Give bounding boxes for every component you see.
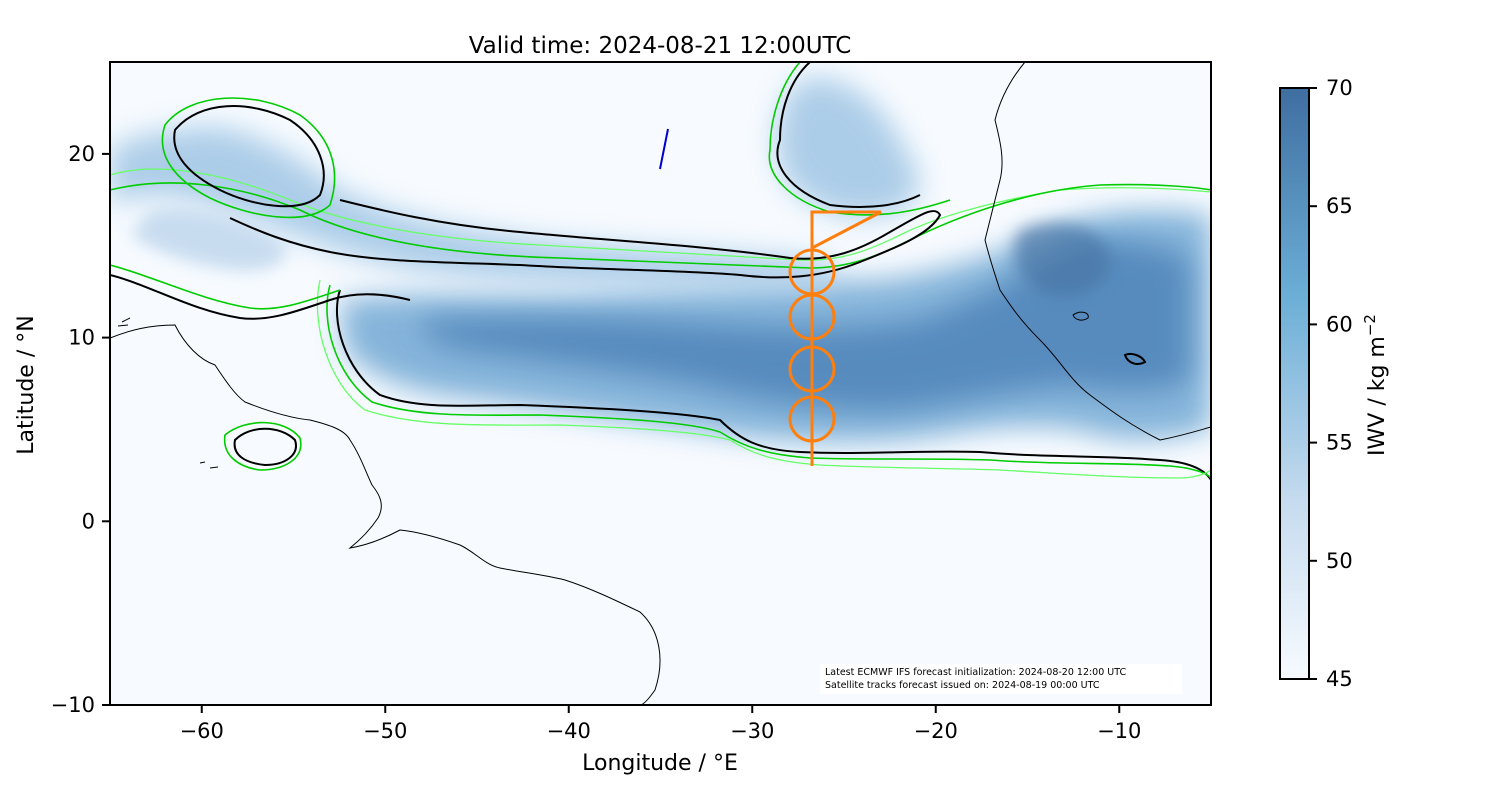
colorbar-tick: 60 [1309, 312, 1353, 336]
iwv-contours [110, 62, 1211, 481]
colorbar-tick-label: 55 [1326, 431, 1353, 455]
contour-dark-south [336, 289, 1211, 481]
y-tick-label: 10 [68, 326, 95, 350]
contour-dark-northeast [776, 62, 921, 208]
map-frame [109, 61, 1212, 706]
colorbar-label: IWV / kg m−2 [1361, 314, 1390, 456]
x-tick-label: −60 [180, 719, 224, 743]
y-axis-label: Latitude / °N [14, 315, 39, 454]
colorbar-tick-label: 50 [1326, 549, 1353, 573]
satellite-track [659, 128, 669, 170]
contour-light-south [316, 279, 1211, 479]
coast-caribbean-isles [117, 317, 219, 469]
contour-dark-north [229, 199, 942, 279]
flight-circle-3 [788, 345, 836, 393]
colorbar-gradient [1279, 87, 1310, 680]
colorbar: 45 50 55 60 65 70 IWV / kg m−2 [1279, 76, 1390, 691]
x-tick: −20 [914, 705, 958, 743]
colorbar-tick: 50 [1309, 549, 1353, 573]
x-tick: −50 [363, 705, 407, 743]
x-tick-label: −10 [1097, 719, 1141, 743]
plot-title: Valid time: 2024-08-21 12:00UTC [469, 33, 852, 59]
colorbar-tick: 65 [1309, 194, 1353, 218]
colorbar-tick-label: 70 [1326, 76, 1353, 100]
contour-green-north [110, 182, 1211, 269]
x-axis: −60 −50 −40 −30 −20 −10 [180, 705, 1141, 743]
contour-dark-west [110, 274, 411, 320]
colorbar-tick: 55 [1309, 431, 1353, 455]
coast-africa [984, 62, 1211, 441]
colorbar-tick-label: 60 [1326, 312, 1353, 336]
colorbar-tick: 70 [1309, 76, 1353, 100]
x-tick: −30 [730, 705, 774, 743]
iwv-northern-band [110, 126, 838, 289]
y-tick-label: 20 [68, 142, 95, 166]
x-tick-label: −30 [730, 719, 774, 743]
annotation-line-2: Satellite tracks forecast issued on: 202… [825, 680, 1100, 691]
iwv-core-band [420, 240, 1190, 410]
contour-green-small-loop [223, 421, 302, 471]
x-axis-label: Longitude / °E [582, 751, 738, 776]
colorbar-label-superscript: −2 [1361, 314, 1379, 336]
x-tick-label: −50 [363, 719, 407, 743]
iwv-east-core [1014, 223, 1111, 296]
x-tick-label: −40 [547, 719, 591, 743]
annotation-box [820, 664, 1182, 694]
y-tick-label: −10 [51, 693, 95, 717]
contour-green-northeast [768, 62, 951, 216]
iwv-west-blob [130, 207, 287, 271]
colorbar-tick-label: 65 [1326, 194, 1353, 218]
x-tick: −40 [547, 705, 591, 743]
x-tick: −10 [1097, 705, 1141, 743]
coast-south-america [110, 324, 661, 705]
contour-green-nw-loop [161, 97, 336, 219]
y-tick: −10 [51, 693, 110, 717]
colorbar-label-main: IWV / kg m [1365, 336, 1390, 456]
x-tick: −60 [180, 705, 224, 743]
y-tick: 10 [68, 326, 110, 350]
y-tick: 0 [82, 509, 110, 533]
coastlines [110, 62, 1211, 705]
flight-circle-4 [788, 395, 836, 443]
contour-dark-east-blob [1123, 352, 1147, 365]
x-tick-label: −20 [914, 719, 958, 743]
y-axis: −10 0 10 20 [51, 142, 110, 717]
coast-east-island [1072, 311, 1089, 321]
contour-dark-small-loop [233, 427, 297, 467]
flight-track [788, 210, 882, 466]
contour-dark-nw-loop [173, 105, 325, 208]
colorbar-tick-label: 45 [1326, 667, 1353, 691]
y-tick-label: 0 [82, 509, 95, 533]
annotation-line-1: Latest ECMWF IFS forecast initialization… [825, 667, 1126, 678]
iwv-northeast-blob [776, 78, 919, 217]
flight-circle-2 [788, 293, 836, 341]
colorbar-tick: 45 [1309, 667, 1353, 691]
contour-green-south [326, 284, 1211, 479]
map-panel: Latest ECMWF IFS forecast initialization… [110, 62, 1211, 705]
y-tick: 20 [68, 142, 110, 166]
contour-green-west [110, 264, 341, 310]
